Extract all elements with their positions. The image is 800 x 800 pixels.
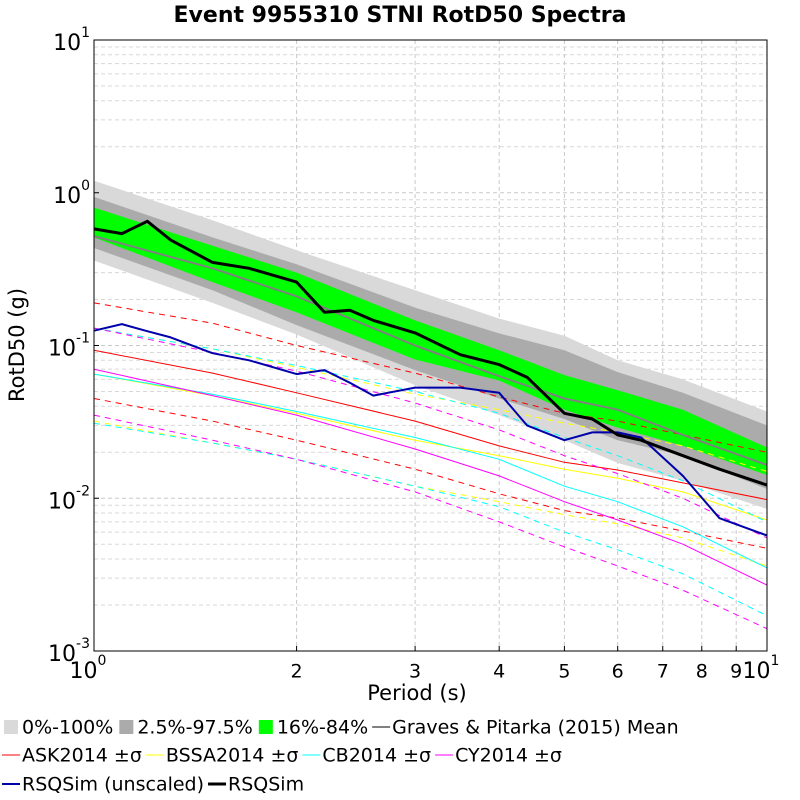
chart-title: Event 9955310 STNI RotD50 Spectra [174,3,627,28]
y-axis-label: RotD50 (g) [5,288,29,402]
series-line [93,349,768,501]
tick-exponent: -2 [76,483,90,499]
tick-base: 10 [743,659,771,684]
series-line [93,219,768,487]
legend-item: CY2014 ±σ [435,745,562,767]
x-tick-label: 6 [612,661,624,683]
x-tick-label: 4 [493,661,505,683]
sigma-line [93,414,768,630]
x-tick-label: 2 [291,661,303,683]
y-tick-label: 10-3 [48,636,90,667]
x-tick-label: 101 [743,653,780,684]
legend-label: BSSA2014 ±σ [166,745,299,767]
legend-item: 0%-100% [4,717,113,739]
sigma-line [93,422,768,617]
series-line [93,323,768,537]
series-line [93,373,768,521]
legend-label: Graves & Pitarka (2015) Mean [392,717,678,739]
y-tick-label: 100 [53,178,90,209]
tick-exponent: -3 [76,636,90,652]
plot [93,180,768,630]
series-line [93,368,768,586]
y-tick-label: 10-1 [48,331,90,362]
tick-exponent: -1 [76,331,90,347]
x-tick-label: 7 [657,661,669,683]
series-line [93,235,768,466]
legend-label: RSQSim (unscaled) [22,774,204,796]
legend-label: ASK2014 ±σ [22,745,142,767]
legend-label: 0%-100% [22,717,113,739]
tick-base: 10 [48,489,76,514]
tick-exponent: 1 [771,653,780,669]
x-tick-label: 8 [696,661,708,683]
legend-item: RSQSim [208,774,304,796]
y-tick-label: 101 [53,25,90,56]
legend-swatch [119,720,134,734]
legend-label: 2.5%-97.5% [137,717,252,739]
tick-base: 10 [48,337,76,362]
legend-label: CY2014 ±σ [455,745,562,767]
y-tick-label: 10-2 [48,483,90,514]
legend-label: 16%-84% [277,717,368,739]
x-tick-label: 100 [70,653,107,684]
x-tick-label: 3 [409,661,421,683]
legend-item: ASK2014 ±σ [2,745,142,767]
legend-item: BSSA2014 ±σ [145,745,299,767]
x-axis-label: Period (s) [367,681,466,705]
legend-item: Graves & Pitarka (2015) Mean [372,717,679,739]
tick-base: 10 [70,659,98,684]
legend-item: RSQSim (unscaled) [2,774,204,796]
tick-base: 10 [53,31,81,56]
legend-swatch [258,720,273,734]
x-tick-label: 5 [558,661,570,683]
legend-label: CB2014 ±σ [322,745,431,767]
tick-exponent: 0 [81,178,90,194]
tick-base: 10 [48,642,76,667]
sigma-line [93,327,768,539]
legend-item: 16%-84% [258,717,368,739]
legend-label: RSQSim [228,774,304,796]
legend-item: 2.5%-97.5% [119,717,253,739]
series-line [93,373,768,569]
sigma-line [93,327,768,523]
x-tick-label: 9 [730,661,742,683]
legend-item: CB2014 ±σ [302,745,431,767]
tick-exponent: 1 [81,25,90,41]
legend-swatch [4,720,18,734]
tick-exponent: 0 [98,653,107,669]
tick-base: 10 [53,184,81,209]
